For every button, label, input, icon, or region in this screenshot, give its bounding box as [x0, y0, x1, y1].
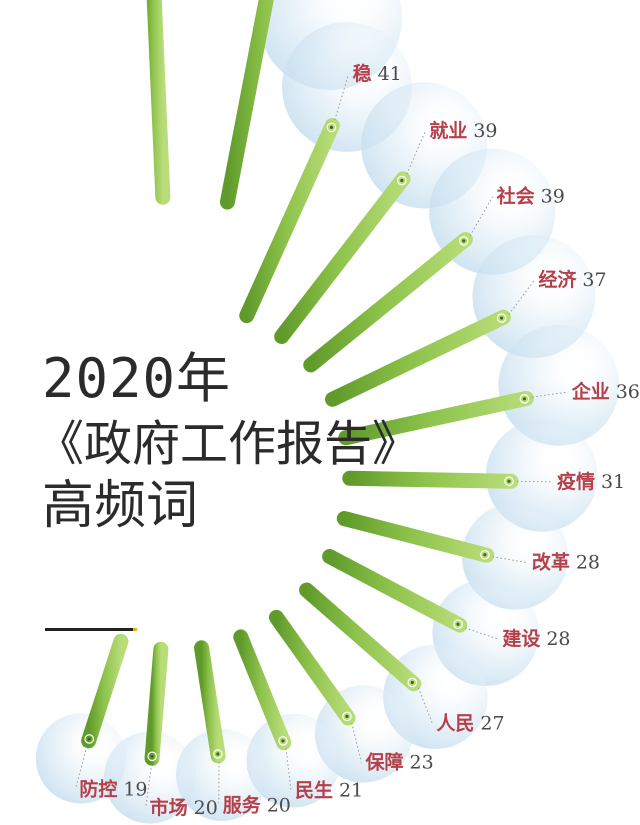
bar-tip-core-服务: [216, 752, 220, 756]
bubble-企业: [498, 324, 620, 446]
bar-tip-服务: [213, 749, 223, 759]
bar-tip-人民: [407, 677, 418, 688]
bar-市场: [144, 641, 169, 766]
bar-保障: [268, 609, 356, 726]
bar-tip-core-社会: [462, 239, 466, 243]
bar-疫情: [342, 470, 519, 489]
bar-unlabeled-1: [146, 0, 171, 205]
title-divider-accent: [133, 628, 137, 631]
category-label-建设: 建设: [502, 627, 540, 650]
bar-企业: [338, 390, 534, 446]
value-label-服务: 20: [267, 795, 291, 817]
title-report: 《政府工作报告》: [36, 416, 421, 472]
value-label-人民: 27: [480, 713, 504, 735]
connector-人民: [417, 687, 433, 724]
bar-tip-经济: [496, 313, 507, 323]
bar-tip-防控: [84, 734, 95, 744]
category-label-社会: 社会: [496, 185, 535, 208]
category-label-经济: 经济: [538, 268, 577, 291]
bar-tip-民生: [278, 736, 288, 746]
bar-tip-core-建设: [456, 622, 460, 626]
bar-tip-core-民生: [281, 739, 285, 743]
category-label-市场: 市场: [150, 796, 188, 819]
bar-建设: [322, 549, 468, 633]
category-label-就业: 就业: [429, 119, 467, 142]
bar-稳: [239, 118, 340, 324]
bar-服务: [194, 640, 226, 764]
value-label-市场: 20: [194, 797, 218, 819]
bar-人民: [299, 582, 422, 692]
connector-保障: [351, 722, 363, 763]
bubble-防控: [35, 713, 127, 804]
title-year: 2020年: [42, 347, 232, 410]
connector-防控: [74, 746, 88, 790]
bar-tip-core-就业: [400, 178, 404, 183]
title-subtitle: 高频词: [42, 476, 199, 536]
category-label-防控: 防控: [79, 777, 117, 800]
bubble-服务: [175, 728, 268, 821]
bar-tip-core-疫情: [507, 479, 511, 483]
bar-防控: [81, 633, 129, 749]
title-block: 2020年 《政府工作报告》 高频词: [36, 347, 420, 536]
bar-tip-社会: [458, 236, 469, 246]
bar-tip-稳: [326, 122, 337, 133]
connector-民生: [285, 748, 292, 791]
connector-市场: [145, 764, 153, 809]
bar-tip-建设: [453, 619, 463, 630]
category-label-疫情: 疫情: [557, 470, 595, 493]
bar-tip-core-保障: [345, 714, 349, 718]
bar-tip-就业: [397, 175, 407, 186]
bar-就业: [274, 171, 411, 345]
bar-tip-core-改革: [483, 553, 487, 557]
title-divider: [45, 628, 133, 631]
value-label-社会: 39: [541, 186, 565, 208]
connector-经济: [508, 279, 535, 315]
bar-unlabeled-2: [219, 0, 274, 210]
bar-tip-保障: [342, 711, 352, 722]
value-label-企业: 36: [616, 381, 640, 403]
bar-tip-core-防控: [87, 737, 91, 741]
category-label-服务: 服务: [223, 794, 262, 817]
category-label-人民: 人民: [436, 713, 474, 735]
bar-民生: [233, 629, 292, 751]
value-label-防控: 19: [123, 778, 147, 800]
category-label-改革: 改革: [532, 551, 570, 574]
bar-社会: [303, 232, 473, 373]
value-label-保障: 23: [410, 751, 434, 773]
bar-改革: [336, 511, 495, 563]
bar-tip-core-企业: [522, 397, 527, 401]
category-label-保障: 保障: [365, 750, 404, 773]
value-label-建设: 28: [546, 628, 570, 650]
bar-tip-疫情: [504, 476, 514, 487]
value-label-稳: 41: [378, 63, 402, 85]
bar-tip-core-稳: [329, 125, 334, 129]
bar-tip-core-经济: [499, 316, 504, 320]
bar-tip-市场: [147, 751, 158, 762]
bar-tip-改革: [480, 549, 490, 560]
bar-tip-企业: [519, 394, 530, 404]
category-label-稳: 稳: [353, 62, 372, 85]
value-label-改革: 28: [576, 552, 600, 574]
bubble-民生: [246, 713, 341, 808]
bar-经济: [325, 309, 511, 407]
bar-tip-core-人民: [410, 680, 414, 685]
category-label-企业: 企业: [571, 380, 610, 403]
value-label-就业: 39: [473, 120, 497, 142]
value-label-经济: 37: [582, 269, 606, 291]
value-label-民生: 21: [339, 780, 363, 802]
value-label-疫情: 31: [601, 471, 625, 493]
category-label-民生: 民生: [295, 779, 333, 802]
connector-建设: [464, 627, 499, 640]
bar-tip-core-市场: [150, 754, 154, 758]
